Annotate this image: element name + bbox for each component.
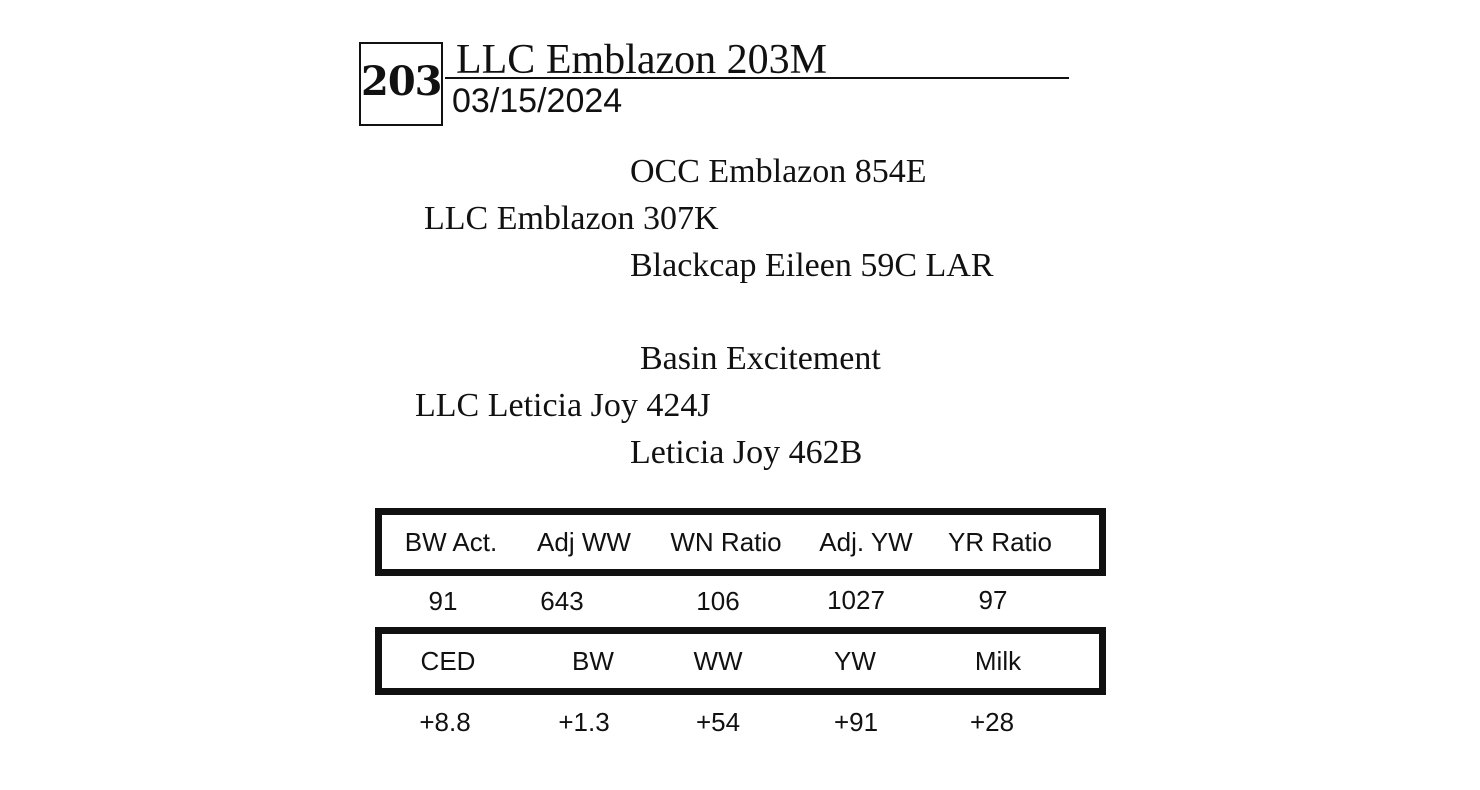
animal-name: LLC Emblazon 203M <box>456 37 827 83</box>
pedigree-sire-dam: Blackcap Eileen 59C LAR <box>630 247 994 284</box>
lot-number-box: 203 <box>359 42 443 126</box>
performance-value-wn-ratio: 106 <box>696 586 740 616</box>
performance-header-bw-act: BW Act. <box>404 527 498 557</box>
performance-header-adj-ww: Adj WW <box>537 527 631 557</box>
performance-value-adj-yw: 1027 <box>827 585 885 615</box>
performance-value-yr-ratio: 97 <box>978 585 1008 615</box>
lot-number: 203 <box>361 58 443 105</box>
epd-header-bw: BW <box>572 646 614 676</box>
pedigree-dam-sire: Basin Excitement <box>640 340 881 377</box>
epd-header-ww: WW <box>693 646 743 676</box>
epd-value-bw: +1.3 <box>558 707 610 737</box>
pedigree-sire: LLC Emblazon 307K <box>424 200 719 237</box>
epd-header-milk: Milk <box>974 646 1022 676</box>
pedigree-sire-sire: OCC Emblazon 854E <box>630 153 927 190</box>
performance-value-adj-ww: 643 <box>540 586 584 616</box>
performance-value-bw-act: 91 <box>428 586 458 616</box>
performance-header-box <box>375 508 1106 576</box>
epd-header-ced: CED <box>420 646 476 676</box>
birth-date: 03/15/2024 <box>452 82 623 120</box>
performance-header-adj-yw: Adj. YW <box>819 527 913 557</box>
name-underline <box>445 77 1069 79</box>
pedigree-dam-dam: Leticia Joy 462B <box>630 434 863 471</box>
epd-value-ww: +54 <box>695 707 741 737</box>
pedigree-dam: LLC Leticia Joy 424J <box>415 387 711 424</box>
epd-value-ced: +8.8 <box>419 707 471 737</box>
epd-value-yw: +91 <box>833 707 879 737</box>
performance-header-yr-ratio: YR Ratio <box>947 527 1053 557</box>
epd-value-milk: +28 <box>969 707 1015 737</box>
performance-header-wn-ratio: WN Ratio <box>670 527 782 557</box>
epd-header-box <box>375 627 1106 695</box>
epd-header-yw: YW <box>834 646 876 676</box>
